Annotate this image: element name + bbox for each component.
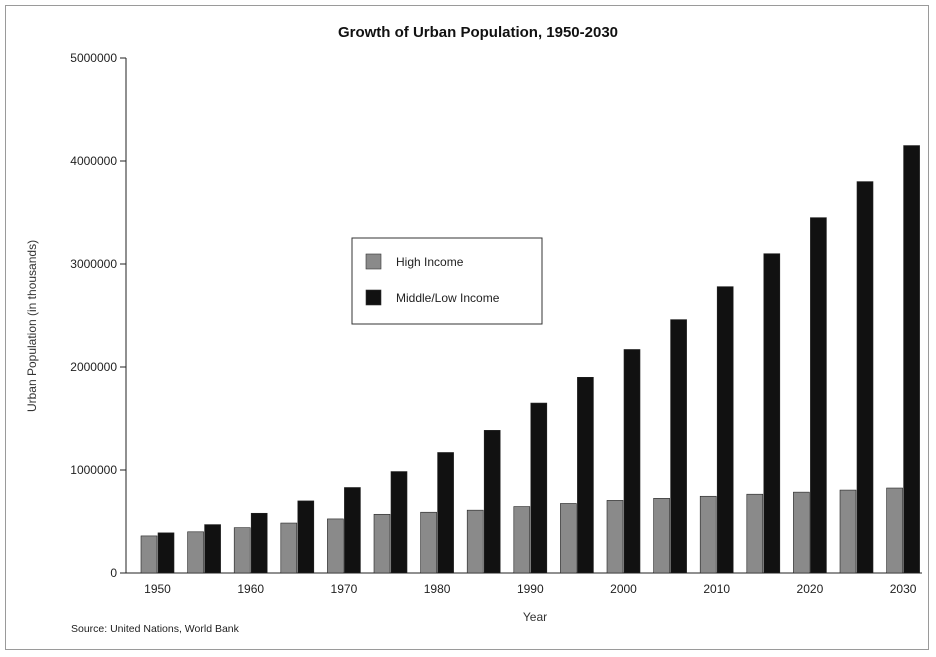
chart-title: Growth of Urban Population, 1950-2030 (338, 24, 618, 41)
bar-middle-low-income (763, 253, 781, 574)
bar-high-income (746, 493, 764, 574)
bar-middle-low-income (390, 471, 408, 574)
y-tick-label: 0 (110, 566, 117, 580)
bar-high-income (606, 500, 624, 574)
bar-high-income (513, 506, 531, 574)
legend-label-high-income: High Income (396, 255, 464, 269)
x-tick-label: 1960 (237, 582, 264, 596)
bar-high-income (140, 535, 158, 574)
x-tick-label: 1990 (517, 582, 544, 596)
x-tick-label: 2010 (703, 582, 730, 596)
y-axis: 0 1000000 2000000 3000000 4000000 5000000 (70, 51, 127, 580)
bar-high-income (466, 509, 484, 574)
bar-high-income (327, 518, 344, 574)
x-tick-label: 2000 (610, 582, 637, 596)
y-tick-label: 3000000 (70, 257, 117, 271)
bar-chart: Growth of Urban Population, 1950-2030 01… (25, 24, 922, 635)
bar-high-income (373, 513, 391, 574)
bar-middle-low-income (437, 452, 454, 574)
bar-middle-low-income (670, 319, 687, 574)
y-tick-label: 5000000 (70, 51, 117, 65)
bar-high-income (839, 489, 857, 574)
bar-middle-low-income (250, 512, 268, 574)
bar-high-income (187, 531, 204, 574)
bar-high-income (280, 522, 298, 574)
x-tick-label: 2020 (797, 582, 824, 596)
source-note: Source: United Nations, World Bank (71, 623, 240, 635)
bar-high-income (653, 498, 670, 574)
legend-swatch-high-income (365, 253, 382, 270)
bars (140, 145, 920, 574)
y-tick-label: 1000000 (70, 463, 117, 477)
bar-middle-low-income (716, 286, 734, 574)
bar-high-income (420, 511, 437, 574)
bar-middle-low-income (204, 524, 221, 574)
legend-box (351, 237, 543, 325)
x-axis: 1950 1960 1970 1980 1990 2000 2010 2020 2030 (126, 572, 922, 596)
legend: High Income Middle/Low Income (351, 237, 543, 325)
bar-middle-low-income (623, 349, 641, 574)
bar-high-income (699, 495, 717, 574)
bar-middle-low-income (157, 532, 175, 574)
x-tick-label: 2030 (890, 582, 917, 596)
legend-swatch-middle-low-income (365, 289, 382, 306)
bar-high-income (233, 527, 251, 574)
bar-high-income (793, 491, 810, 574)
bar-high-income (560, 503, 577, 574)
y-axis-label: Urban Population (in thousands) (25, 240, 39, 412)
bar-high-income (886, 487, 903, 574)
bar-middle-low-income (903, 145, 920, 574)
bar-middle-low-income (297, 500, 315, 574)
bar-middle-low-income (856, 181, 874, 574)
x-tick-label: 1950 (144, 582, 171, 596)
x-tick-label: 1980 (424, 582, 451, 596)
y-tick-label: 2000000 (70, 360, 117, 374)
bar-middle-low-income (530, 402, 548, 574)
y-tick-label: 4000000 (70, 154, 117, 168)
x-axis-label: Year (523, 610, 547, 624)
bar-middle-low-income (577, 376, 594, 574)
bar-middle-low-income (483, 430, 501, 574)
x-tick-label: 1970 (331, 582, 358, 596)
legend-label-middle-low-income: Middle/Low Income (396, 291, 500, 305)
bar-middle-low-income (344, 487, 361, 574)
bar-middle-low-income (810, 217, 827, 574)
